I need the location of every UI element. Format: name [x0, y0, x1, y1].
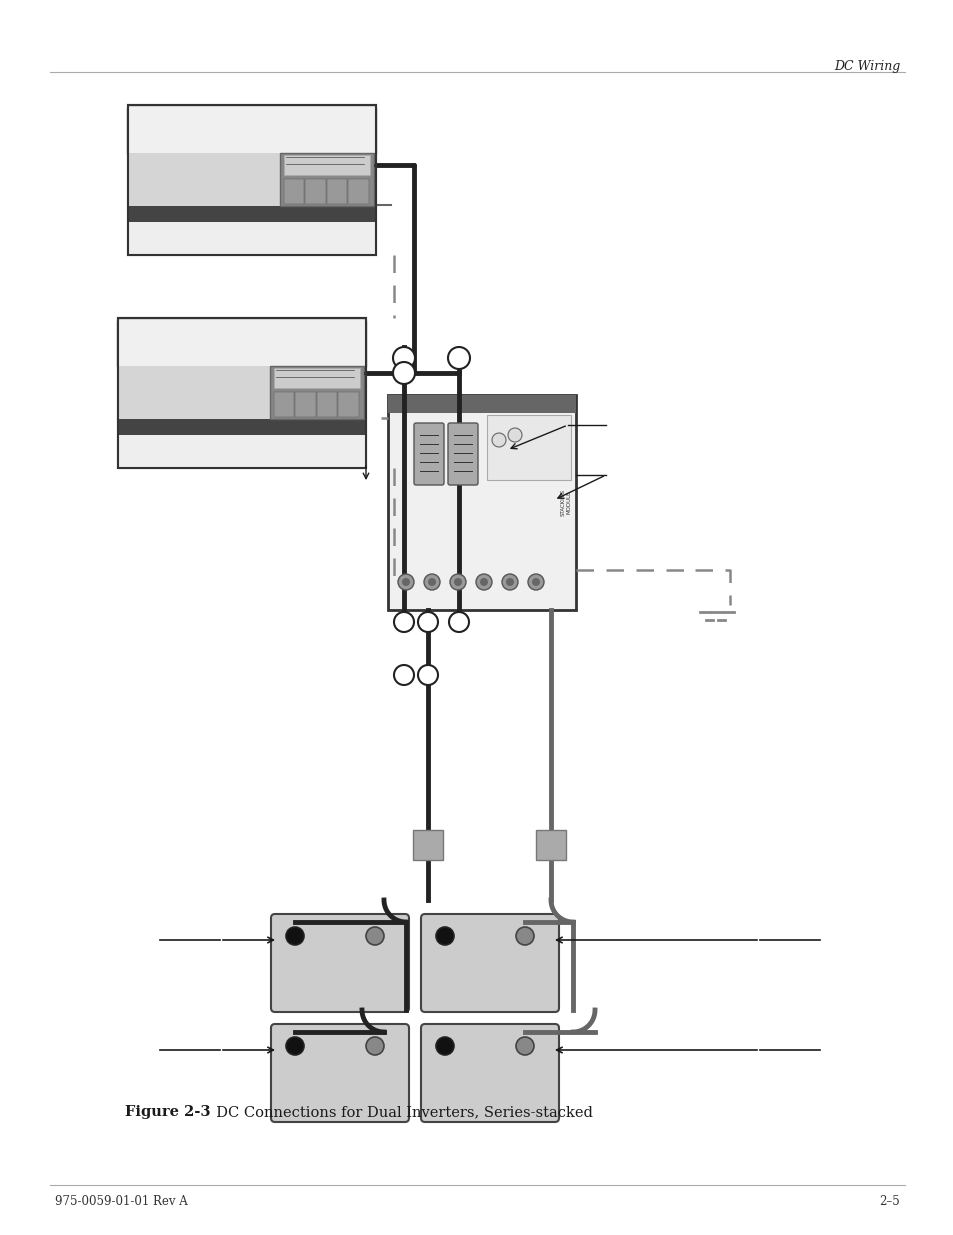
Bar [388, 395, 576, 610]
Bar [118, 317, 366, 468]
Circle shape [366, 927, 384, 945]
Circle shape [393, 362, 415, 384]
Circle shape [417, 613, 437, 632]
Bar [279, 153, 374, 205]
Bar [536, 830, 565, 860]
Circle shape [436, 927, 454, 945]
Circle shape [423, 574, 439, 590]
Bar [283, 156, 370, 175]
FancyBboxPatch shape [448, 424, 477, 485]
Circle shape [286, 927, 304, 945]
Bar [486, 415, 571, 480]
Circle shape [450, 574, 465, 590]
Circle shape [401, 578, 410, 585]
Bar [283, 179, 304, 204]
Text: DC Connections for Dual Inverters, Series-stacked: DC Connections for Dual Inverters, Serie… [207, 1105, 592, 1119]
Bar [128, 105, 375, 254]
Bar [348, 179, 369, 204]
Bar [128, 222, 375, 254]
Circle shape [516, 1037, 534, 1055]
Circle shape [366, 1037, 384, 1055]
Bar [128, 205, 375, 222]
Bar [270, 366, 364, 419]
Circle shape [417, 664, 437, 685]
Bar [118, 419, 366, 435]
Circle shape [448, 347, 470, 369]
FancyBboxPatch shape [271, 914, 409, 1011]
Bar [118, 366, 366, 419]
Text: DC Wiring: DC Wiring [833, 61, 899, 73]
Circle shape [492, 433, 505, 447]
Bar [316, 391, 337, 416]
Circle shape [532, 578, 539, 585]
Bar [128, 153, 375, 205]
Circle shape [505, 578, 514, 585]
Bar [327, 179, 347, 204]
FancyBboxPatch shape [420, 914, 558, 1011]
Bar [305, 179, 326, 204]
Circle shape [394, 664, 414, 685]
Bar [295, 391, 315, 416]
Text: Figure 2-3: Figure 2-3 [125, 1105, 211, 1119]
Circle shape [449, 613, 469, 632]
Circle shape [394, 613, 414, 632]
Circle shape [436, 1037, 454, 1055]
Circle shape [397, 574, 414, 590]
Circle shape [476, 574, 492, 590]
FancyBboxPatch shape [414, 424, 443, 485]
Bar [413, 830, 442, 860]
FancyBboxPatch shape [127, 106, 376, 156]
Bar [274, 391, 294, 416]
Text: 2–5: 2–5 [879, 1195, 899, 1208]
Circle shape [501, 574, 517, 590]
FancyBboxPatch shape [420, 1024, 558, 1123]
Text: STACKING
MODULE: STACKING MODULE [560, 488, 571, 516]
Circle shape [286, 1037, 304, 1055]
Bar [388, 395, 576, 412]
Bar [128, 105, 375, 254]
Text: 975-0059-01-01 Rev A: 975-0059-01-01 Rev A [55, 1195, 188, 1208]
Circle shape [454, 578, 461, 585]
Circle shape [479, 578, 488, 585]
Bar [274, 368, 359, 388]
Bar [338, 391, 358, 416]
Circle shape [507, 429, 521, 442]
Circle shape [393, 347, 415, 369]
FancyBboxPatch shape [271, 1024, 409, 1123]
Circle shape [428, 578, 436, 585]
Circle shape [527, 574, 543, 590]
Bar [118, 435, 366, 468]
FancyBboxPatch shape [117, 319, 367, 369]
Bar [118, 317, 366, 468]
Circle shape [516, 927, 534, 945]
